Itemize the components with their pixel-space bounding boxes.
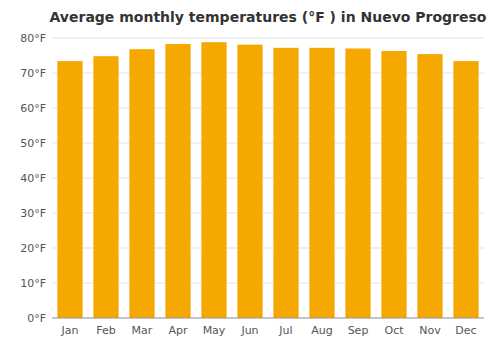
y-tick-label: 80°F: [20, 32, 46, 45]
x-tick-label: Jan: [61, 324, 79, 337]
x-tick-label: Apr: [168, 324, 188, 337]
x-tick-label: Mar: [132, 324, 153, 337]
x-tick-label: Dec: [455, 324, 476, 337]
y-tick-label: 50°F: [20, 137, 46, 150]
bar: [345, 49, 370, 319]
x-tick-label: Aug: [311, 324, 332, 337]
y-tick-label: 20°F: [20, 242, 46, 255]
bar: [309, 48, 334, 318]
x-tick-label: Nov: [419, 324, 441, 337]
bar: [453, 61, 478, 318]
grid: [52, 38, 484, 318]
y-tick-label: 10°F: [20, 277, 46, 290]
x-tick-label: Feb: [96, 324, 115, 337]
bar: [381, 51, 406, 318]
bar: [201, 42, 226, 318]
x-tick-label: Jun: [240, 324, 258, 337]
bar: [417, 54, 442, 318]
x-tick-label: Jul: [278, 324, 292, 337]
chart-svg: Average monthly temperatures (°F ) in Nu…: [0, 0, 500, 350]
bar: [273, 48, 298, 318]
grid-line: [52, 318, 484, 319]
y-tick-label: 40°F: [20, 172, 46, 185]
bar: [129, 49, 154, 318]
bar: [57, 61, 82, 318]
x-tick-label: May: [203, 324, 226, 337]
bar: [165, 44, 190, 318]
x-tick-label: Oct: [384, 324, 404, 337]
x-axis-line: [52, 318, 484, 319]
title: Average monthly temperatures (°F ) in Nu…: [50, 9, 487, 25]
grid-line: [52, 38, 484, 39]
y-tick-label: 70°F: [20, 67, 46, 80]
y-tick-label: 60°F: [20, 102, 46, 115]
x-tick-label: Sep: [348, 324, 369, 337]
chart-container: Average monthly temperatures (°F ) in Nu…: [0, 0, 500, 350]
bars: [57, 42, 478, 318]
bar: [237, 45, 262, 318]
y-tick-label: 30°F: [20, 207, 46, 220]
bar: [93, 56, 118, 318]
y-tick-label: 0°F: [27, 312, 46, 325]
